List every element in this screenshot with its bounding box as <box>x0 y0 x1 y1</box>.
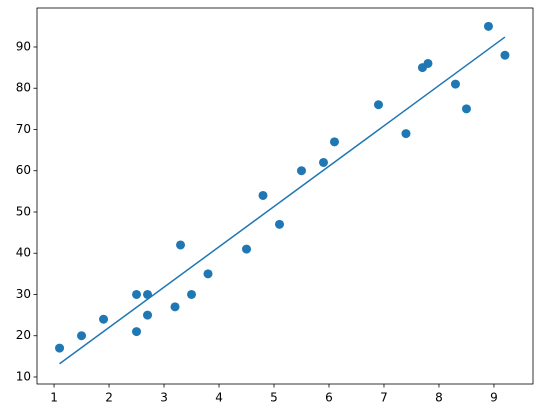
point <box>450 79 460 89</box>
point <box>461 104 471 114</box>
point <box>500 50 510 60</box>
point <box>187 289 197 299</box>
point <box>55 343 65 353</box>
point <box>132 289 142 299</box>
x-tick-label: 8 <box>435 391 443 405</box>
y-tick-label: 80 <box>16 81 31 95</box>
point <box>483 21 493 31</box>
point <box>258 190 268 200</box>
y-tick-label: 60 <box>16 163 31 177</box>
y-tick-label: 70 <box>16 122 31 136</box>
y-tick-label: 40 <box>16 246 31 260</box>
x-tick-label: 2 <box>105 391 113 405</box>
point <box>170 302 180 312</box>
x-tick-label: 6 <box>325 391 333 405</box>
y-tick-label: 10 <box>16 369 31 383</box>
x-tick-label: 3 <box>160 391 168 405</box>
y-tick-label: 30 <box>16 287 31 301</box>
point <box>329 137 339 147</box>
x-tick-label: 5 <box>270 391 278 405</box>
regression-line <box>59 36 506 365</box>
point <box>203 269 213 279</box>
point <box>143 310 153 320</box>
y-tick-label: 90 <box>16 39 31 53</box>
point <box>401 129 411 139</box>
point <box>132 327 142 337</box>
y-tick-label: 50 <box>16 204 31 218</box>
x-tick-label: 7 <box>380 391 388 405</box>
point <box>373 100 383 110</box>
y-tick-label: 20 <box>16 328 31 342</box>
axes-frame <box>36 7 534 385</box>
point <box>318 157 328 167</box>
point <box>99 314 109 324</box>
point <box>242 244 252 254</box>
x-tick-label: 1 <box>50 391 58 405</box>
point <box>423 58 433 68</box>
point <box>176 240 186 250</box>
point <box>275 219 285 229</box>
point <box>77 331 87 341</box>
x-tick-label: 4 <box>215 391 223 405</box>
x-tick-label: 9 <box>490 391 498 405</box>
point <box>296 166 306 176</box>
